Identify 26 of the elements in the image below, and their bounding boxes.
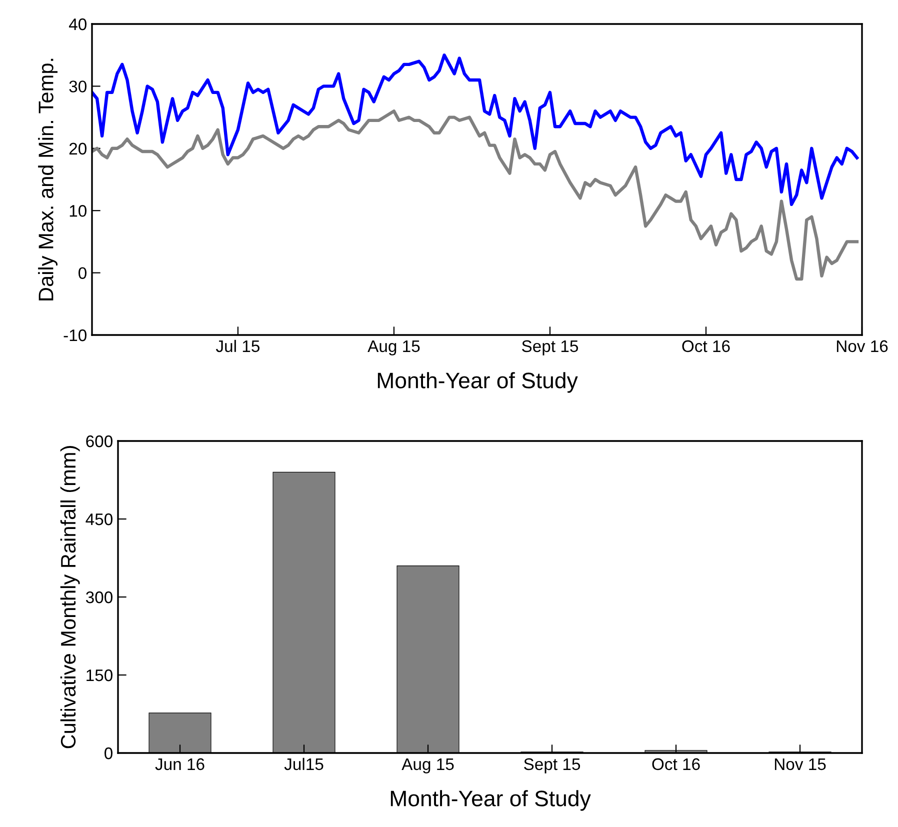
x-tick-label: Nov 15 — [774, 758, 826, 770]
y-tick-label: 20 — [69, 142, 86, 155]
x-tick-label: Aug 15 — [402, 758, 454, 774]
x-tick-label: Sept 15 — [524, 758, 580, 774]
y-axis-title: Daily Max. and Min. Temp. — [38, 58, 58, 300]
y-tick-label: 300 — [86, 591, 112, 604]
x-axis-title: Month-Year of Study — [378, 372, 578, 393]
x-tick-label: Jul15 — [284, 758, 324, 770]
x-tick-label: Oct 16 — [682, 340, 730, 352]
y-tick-label: -10 — [64, 329, 86, 342]
x-tick-label: Jul 15 — [216, 340, 260, 352]
x-tick-label: Sept 15 — [522, 340, 578, 356]
y-tick-label: 600 — [86, 435, 112, 448]
y-tick-label: 0 — [78, 267, 86, 280]
y-tick-label: 150 — [86, 669, 112, 682]
x-tick-label: Aug 15 — [368, 340, 420, 356]
y-tick-label: 30 — [69, 80, 86, 92]
x-tick-label: Nov 16 — [836, 340, 888, 352]
y-tick-label: 10 — [70, 205, 86, 217]
y-tick-label: 40 — [68, 18, 86, 30]
x-tick-label: Jun 16 — [155, 758, 204, 770]
y-tick-label: 450 — [86, 513, 112, 526]
y-tick-label: 0 — [104, 747, 112, 760]
x-axis-title: Month-Year of Study — [390, 790, 591, 811]
y-axis-title: Cultivative Monthly Rainfall (mm) — [60, 446, 80, 748]
x-tick-label: Oct 16 — [652, 758, 700, 770]
